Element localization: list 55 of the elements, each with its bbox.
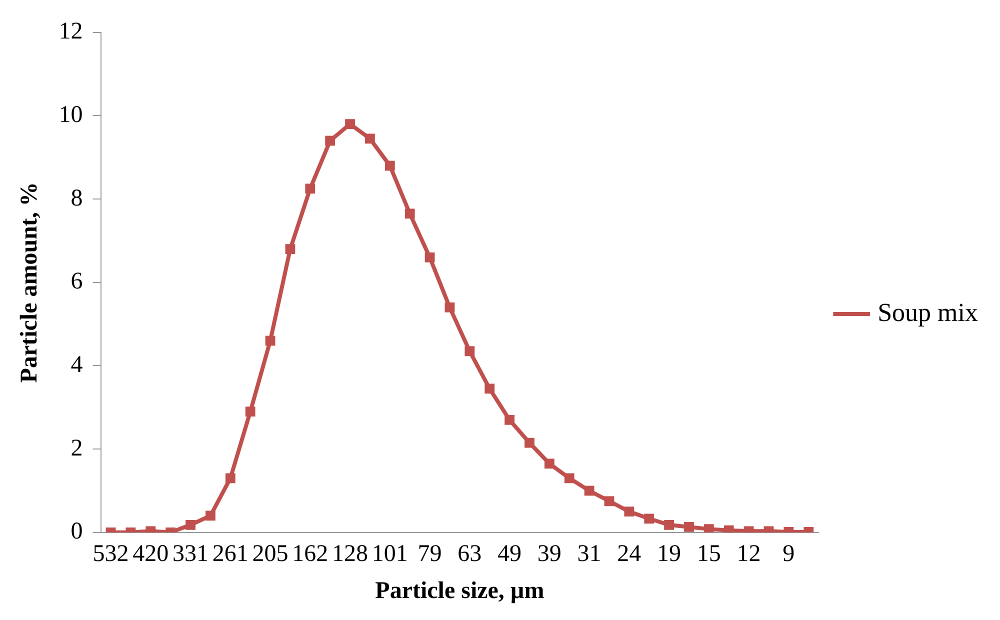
point (285, 244, 296, 254)
point (424, 252, 435, 262)
y-tick-label: 12 (58, 18, 83, 45)
x-tick-label: 420 (132, 541, 169, 568)
point (644, 514, 654, 524)
x-tick-label: 79 (418, 541, 442, 568)
legend-label: Soup mix (878, 298, 978, 327)
y-tick-label: 4 (70, 352, 83, 378)
point (186, 520, 196, 530)
y-tick-label: 2 (70, 435, 83, 462)
point (225, 473, 236, 484)
point (325, 136, 336, 146)
x-tick-label: 9 (782, 541, 795, 568)
x-tick-label: 24 (617, 541, 642, 568)
x-tick-label: 205 (252, 541, 288, 568)
x-tick-label: 12 (736, 541, 761, 568)
point (245, 406, 256, 417)
point (206, 510, 216, 521)
point (664, 520, 674, 530)
point (345, 119, 355, 130)
point (365, 134, 375, 144)
point (384, 160, 395, 171)
x-tick-label: 49 (498, 541, 522, 568)
x-tick-label: 63 (458, 541, 482, 568)
x-tick-label: 128 (332, 541, 368, 568)
point (444, 302, 455, 312)
x-tick-label: 31 (577, 541, 602, 568)
point (584, 486, 594, 496)
point (564, 473, 574, 484)
point (624, 506, 634, 517)
x-tick-label: 532 (92, 541, 129, 568)
y-axis-title: Particle amount, % (16, 182, 43, 383)
x-tick-label: 19 (657, 541, 682, 568)
point (404, 208, 415, 219)
point (684, 522, 694, 532)
point (305, 184, 316, 194)
x-axis-title: Particle size, µm (375, 578, 544, 604)
point (504, 414, 514, 425)
x-tick-label: 15 (696, 541, 721, 568)
y-tick-label: 6 (70, 268, 83, 295)
x-tick-label: 101 (372, 541, 408, 568)
point (464, 346, 475, 356)
x-tick-label: 39 (537, 541, 562, 568)
y-tick-label: 8 (70, 185, 83, 212)
x-tick-label: 331 (172, 541, 209, 568)
point (524, 438, 534, 448)
point (265, 336, 276, 346)
x-tick-label: 261 (212, 541, 248, 568)
point (604, 496, 614, 506)
y-tick-label: 0 (70, 518, 83, 545)
point (484, 384, 495, 394)
y-tick-label: 10 (58, 102, 83, 128)
x-tick-label: 162 (292, 541, 328, 568)
point (544, 458, 554, 469)
point (704, 524, 714, 532)
